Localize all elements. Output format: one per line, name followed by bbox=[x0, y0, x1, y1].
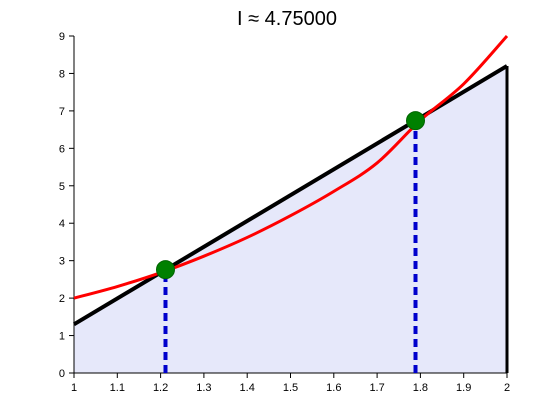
x-tick-label: 1 bbox=[71, 382, 77, 394]
y-tick-label: 1 bbox=[59, 331, 65, 343]
y-tick-label: 7 bbox=[59, 106, 65, 118]
y-tick-label: 8 bbox=[59, 68, 65, 80]
chart-title: I ≈ 4.75000 bbox=[237, 8, 337, 30]
x-tick-label: 1.9 bbox=[456, 382, 471, 394]
x-tick-label: 1.1 bbox=[110, 382, 125, 394]
y-tick-label: 6 bbox=[59, 143, 65, 155]
x-tick-label: 1.7 bbox=[369, 382, 384, 394]
y-tick-label: 0 bbox=[59, 368, 65, 380]
node-point bbox=[406, 111, 426, 131]
y-tick-label: 9 bbox=[59, 31, 65, 43]
y-tick-label: 4 bbox=[59, 218, 65, 230]
function-curve bbox=[73, 34, 509, 300]
y-tick-label: 5 bbox=[59, 181, 65, 193]
shaded-area bbox=[74, 65, 507, 373]
y-tick-label: 2 bbox=[59, 293, 65, 305]
x-tick-label: 1.8 bbox=[413, 382, 428, 394]
x-tick-label: 1.4 bbox=[240, 382, 255, 394]
y-tick-label: 3 bbox=[59, 256, 65, 268]
node-point bbox=[155, 260, 175, 280]
x-tick-label: 2 bbox=[504, 382, 510, 394]
x-tick-label: 1.2 bbox=[153, 382, 168, 394]
x-tick-label: 1.6 bbox=[326, 382, 341, 394]
x-tick-label: 1.3 bbox=[196, 382, 211, 394]
x-tick-label: 1.5 bbox=[283, 382, 298, 394]
